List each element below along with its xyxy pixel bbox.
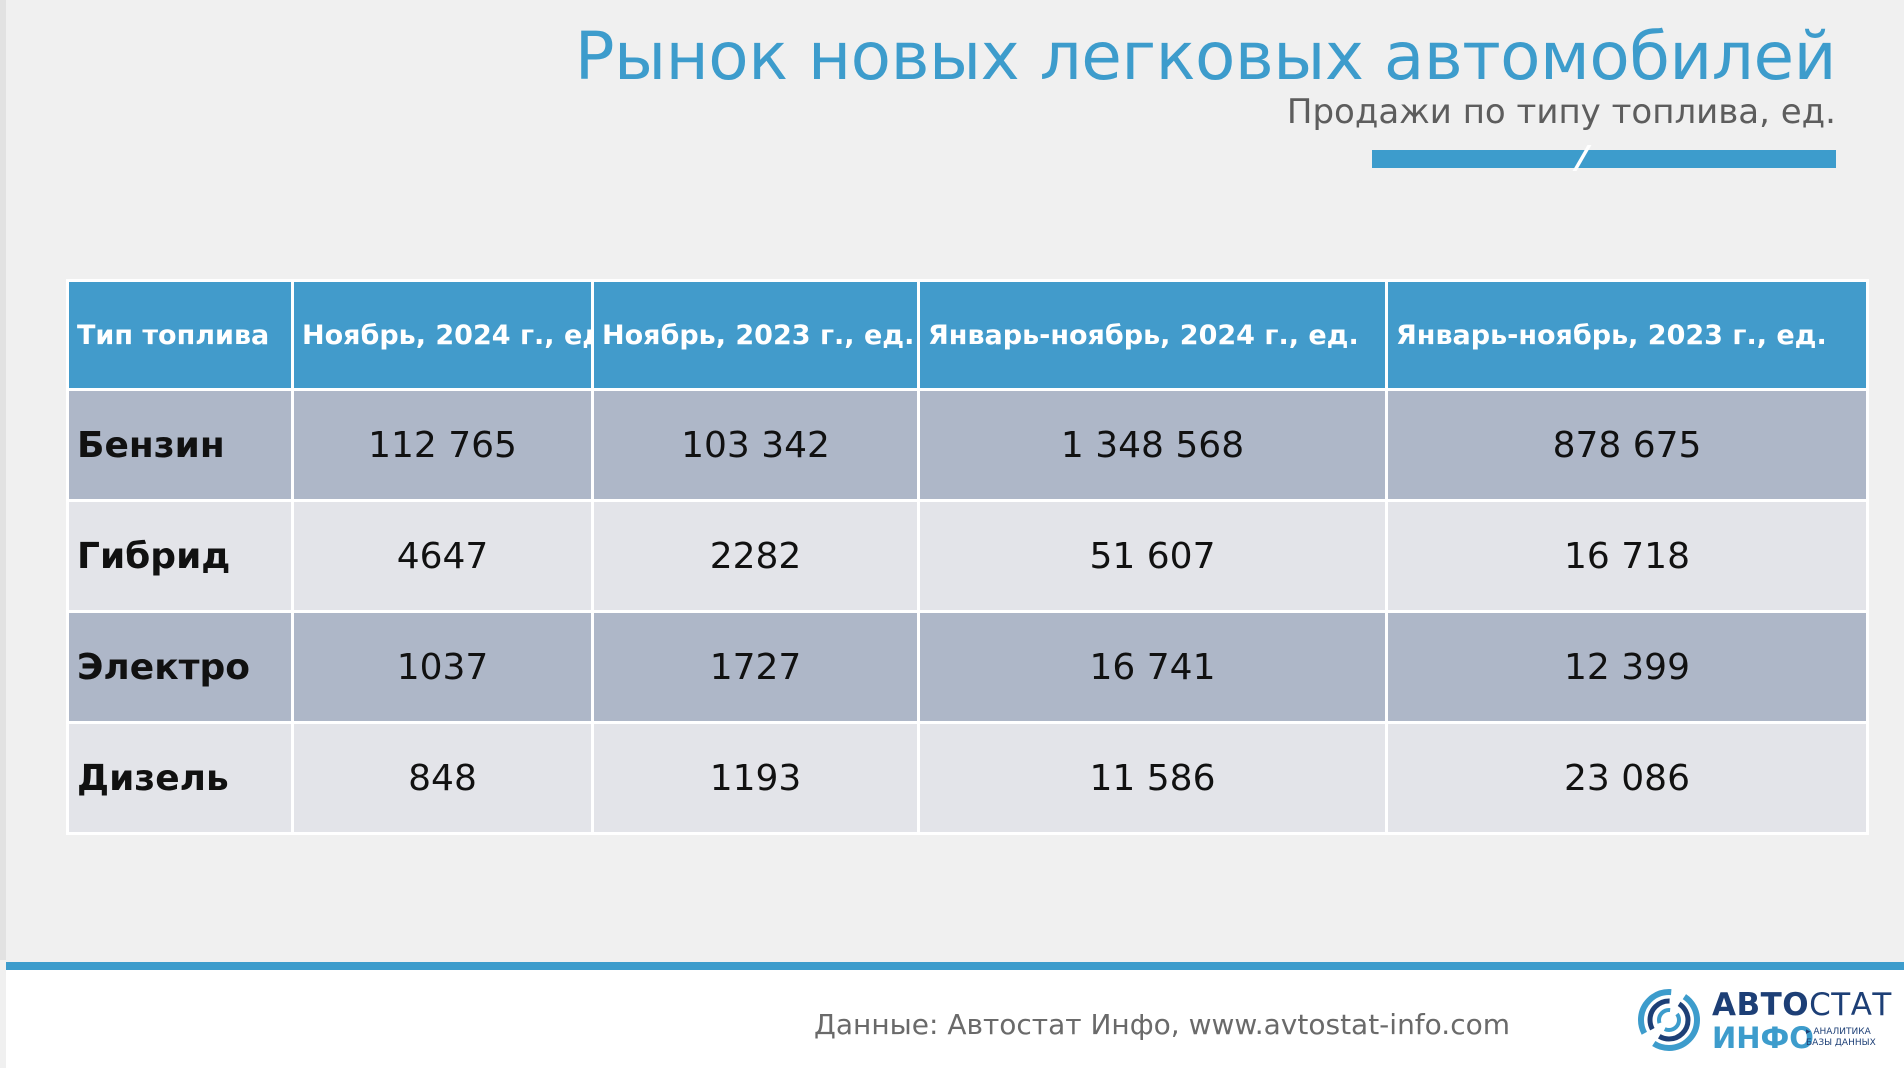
value-cell: 16 741 xyxy=(917,610,1388,724)
logo-tagline-2: БАЗЫ ДАННЫХ xyxy=(1806,1038,1876,1048)
value-cell: 12 399 xyxy=(1385,610,1869,724)
value-cell: 1727 xyxy=(591,610,920,724)
column-header-nov-2024: Ноябрь, 2024 г., ед. xyxy=(291,279,594,391)
fuel-type-cell: Электро xyxy=(66,610,294,724)
value-cell: 1 348 568 xyxy=(917,388,1388,502)
fuel-sales-table: Тип топлива Ноябрь, 2024 г., ед. Ноябрь,… xyxy=(66,279,1869,835)
footer-divider xyxy=(6,962,1904,970)
table-row: Дизель 848 1193 11 586 23 086 xyxy=(66,721,1869,835)
table-row: Электро 1037 1727 16 741 12 399 xyxy=(66,610,1869,724)
table-row: Гибрид 4647 2282 51 607 16 718 xyxy=(66,499,1869,613)
value-cell: 16 718 xyxy=(1385,499,1869,613)
fuel-type-cell: Бензин xyxy=(66,388,294,502)
logo-wordmark-bottom: ИНФО xyxy=(1712,1021,1814,1055)
slide-title: Рынок новых легковых автомобилей xyxy=(574,18,1837,95)
value-cell: 112 765 xyxy=(291,388,594,502)
table-header-row: Тип топлива Ноябрь, 2024 г., ед. Ноябрь,… xyxy=(66,279,1869,391)
value-cell: 1037 xyxy=(291,610,594,724)
fuel-type-cell: Гибрид xyxy=(66,499,294,613)
column-header-nov-2023: Ноябрь, 2023 г., ед. xyxy=(591,279,920,391)
footer xyxy=(6,970,1904,1068)
logo-tagline-1: ▸ АНАЛИТИКА xyxy=(1806,1027,1871,1037)
avtostat-logo: АВТОСТАТ ИНФО ▸ АНАЛИТИКА БАЗЫ ДАННЫХ xyxy=(1636,985,1891,1055)
value-cell: 848 xyxy=(291,721,594,835)
column-header-jan-nov-2024: Январь-ноябрь, 2024 г., ед. xyxy=(917,279,1388,391)
column-header-jan-nov-2023: Январь-ноябрь, 2023 г., ед. xyxy=(1385,279,1869,391)
value-cell: 51 607 xyxy=(917,499,1388,613)
value-cell: 11 586 xyxy=(917,721,1388,835)
swirl-logo-icon xyxy=(1638,989,1700,1051)
logo-tagline: ▸ АНАЛИТИКА БАЗЫ ДАННЫХ xyxy=(1806,1027,1876,1049)
value-cell: 878 675 xyxy=(1385,388,1869,502)
fuel-type-cell: Дизель xyxy=(66,721,294,835)
table-row: Бензин 112 765 103 342 1 348 568 878 675 xyxy=(66,388,1869,502)
slide-left-edge xyxy=(0,0,6,960)
value-cell: 2282 xyxy=(591,499,920,613)
logo-stat: СТАТ xyxy=(1809,987,1892,1023)
data-source-text: Данные: Автостат Инфо, www.avtostat-info… xyxy=(814,1008,1511,1041)
logo-avto: АВТО xyxy=(1712,987,1810,1023)
logo-wordmark-top: АВТОСТАТ xyxy=(1712,987,1892,1023)
value-cell: 1193 xyxy=(591,721,920,835)
value-cell: 103 342 xyxy=(591,388,920,502)
value-cell: 4647 xyxy=(291,499,594,613)
title-accent-bar xyxy=(1372,150,1836,168)
slide-subtitle: Продажи по типу топлива, ед. xyxy=(1286,92,1836,132)
column-header-fuel-type: Тип топлива xyxy=(66,279,294,391)
value-cell: 23 086 xyxy=(1385,721,1869,835)
